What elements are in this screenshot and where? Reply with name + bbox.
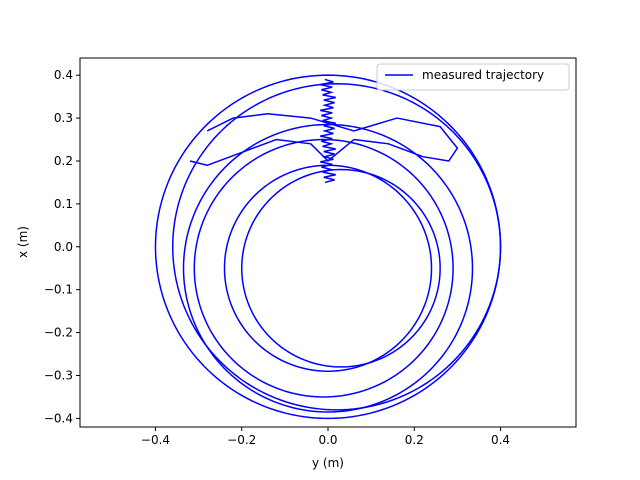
trajectory-loop-3: [193, 138, 454, 398]
trajectory-loop-1: [171, 82, 502, 411]
y-tick-label: 0.1: [54, 197, 73, 211]
y-tick-label: −0.4: [44, 411, 73, 425]
trajectory-lobes: [189, 113, 459, 167]
y-tick-label: −0.3: [44, 369, 73, 383]
legend-box: [376, 63, 570, 91]
legend: measured trajectory: [376, 63, 570, 91]
y-tick-label: −0.1: [44, 283, 73, 297]
x-axis-label: y (m): [312, 456, 344, 470]
x-tick-label: 0.2: [405, 433, 424, 447]
trajectory-spike: [320, 78, 336, 184]
y-ticks: −0.4 −0.3 −0.2 −0.1 0.0 0.1 0.2 0.3 0.4: [44, 68, 80, 425]
y-tick-label: 0.2: [54, 154, 73, 168]
trajectory-loop-5: [240, 168, 441, 368]
trajectory-loop-4: [223, 164, 433, 372]
y-tick-label: −0.2: [44, 326, 73, 340]
trajectory-loop-2: [182, 123, 474, 413]
y-axis-label: x (m): [16, 226, 30, 258]
x-tick-label: −0.4: [141, 433, 170, 447]
y-tick-label: 0.0: [54, 240, 73, 254]
y-tick-label: 0.3: [54, 111, 73, 125]
plot-frame: [79, 57, 577, 428]
x-tick-label: −0.2: [227, 433, 256, 447]
x-tick-label: 0.4: [491, 433, 510, 447]
legend-label: measured trajectory: [422, 68, 544, 82]
y-tick-label: 0.4: [54, 68, 73, 82]
x-tick-label: 0.0: [318, 433, 337, 447]
x-ticks: −0.4 −0.2 0.0 0.2 0.4: [141, 427, 510, 447]
trajectory-curves: [154, 74, 502, 420]
trajectory-loop-0: [154, 74, 502, 420]
